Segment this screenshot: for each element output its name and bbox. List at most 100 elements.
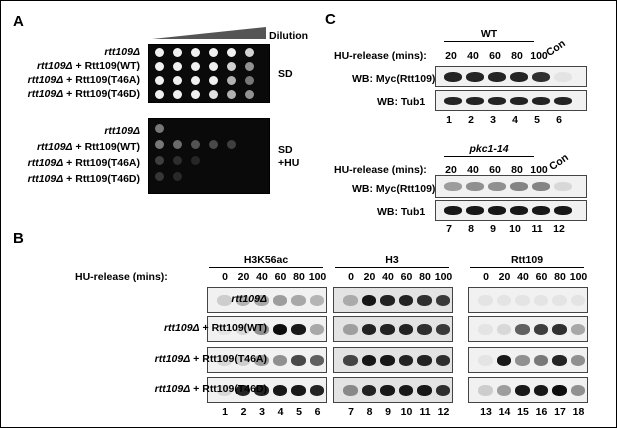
- timepoint-label: 20: [363, 271, 376, 283]
- timepoint-label: 20: [237, 271, 250, 283]
- blot-band: [272, 384, 287, 396]
- blot-band: [552, 354, 567, 366]
- colony-spot: [245, 76, 254, 85]
- timepoint-label: 60: [489, 164, 501, 176]
- blot-band: [254, 323, 269, 335]
- colony-spot: [245, 62, 254, 71]
- blot-band: [217, 323, 232, 335]
- timepoint-label: 60: [535, 271, 548, 283]
- blot-band: [309, 354, 324, 366]
- blot-band: [235, 323, 250, 335]
- c-top-row-myc: WB: Myc(Rtt109): [352, 73, 436, 85]
- blot-band: [532, 182, 550, 191]
- colony-spot: [191, 90, 200, 99]
- lane-number: 6: [314, 406, 321, 418]
- blot-band: [309, 323, 324, 335]
- blot-b-1-2: [333, 347, 453, 373]
- timepoint-label: 60: [489, 50, 501, 62]
- blot-b-1-0: [333, 287, 453, 313]
- blot-band: [235, 294, 250, 306]
- blot-band: [532, 206, 550, 215]
- blot-band: [380, 384, 395, 396]
- lane-number: 12: [553, 223, 565, 235]
- blot-band: [496, 323, 511, 335]
- blot-band: [272, 323, 287, 335]
- blot-band: [488, 206, 506, 215]
- timepoint-label: 100: [569, 271, 588, 283]
- panel-a-letter: A: [13, 13, 24, 30]
- blot-band: [235, 354, 250, 366]
- lane-number: 11: [419, 406, 431, 418]
- timepoint-label: 40: [467, 164, 479, 176]
- strain-label: rtt109Δ + Rtt109(WT): [36, 60, 140, 72]
- colony-spot: [173, 90, 182, 99]
- b-row-label: rtt109Δ + Rtt109(T46A): [154, 353, 267, 365]
- blot-band: [398, 354, 413, 366]
- strain-label: rtt109Δ + Rtt109(T46D): [27, 173, 140, 185]
- lane-number: 8: [366, 406, 373, 418]
- blot-b-0-1: [207, 316, 327, 342]
- blot-b-2-1: [468, 316, 588, 342]
- blot-c-wt-myc: [435, 66, 587, 87]
- lane-number: 4: [512, 114, 518, 126]
- timepoint-label: 80: [419, 271, 431, 283]
- colony-spot: [209, 62, 218, 71]
- c-bottom-row-tub: WB: Tub1: [377, 206, 426, 218]
- blot-band: [488, 71, 506, 82]
- timepoint-label: 20: [498, 271, 511, 283]
- blot-band: [380, 354, 395, 366]
- spot-panel-sd: [148, 44, 270, 103]
- timepoint-label: 100: [308, 271, 327, 283]
- b-row-label: rtt109Δ + Rtt109(WT): [163, 322, 267, 334]
- colony-spot: [191, 76, 200, 85]
- colony-spot: [209, 90, 218, 99]
- colony-spot: [173, 172, 182, 181]
- lane-number: 9: [490, 223, 496, 235]
- blot-band: [444, 206, 462, 215]
- timepoint-label: 40: [517, 271, 529, 283]
- group-title: Rtt109: [510, 254, 544, 266]
- colony-spot: [173, 48, 182, 57]
- blot-band: [444, 96, 462, 105]
- colony-spot: [245, 90, 254, 99]
- group-title: H3K56ac: [243, 254, 289, 266]
- colony-spot: [155, 140, 164, 149]
- blot-band: [217, 354, 232, 366]
- blot-band: [309, 384, 324, 396]
- b-row-label: rtt109Δ + Rtt109(T46D): [154, 383, 267, 395]
- blot-band: [515, 384, 530, 396]
- blot-band: [570, 294, 585, 306]
- blot-b-1-3: [333, 377, 453, 403]
- blot-band: [466, 71, 484, 82]
- strain-label: rtt109Δ + Rtt109(WT): [36, 141, 140, 153]
- wt-title: WT: [480, 28, 498, 40]
- blot-band: [217, 294, 232, 306]
- blot-band: [435, 354, 450, 366]
- blot-band: [533, 294, 548, 306]
- group-title-rule: [209, 267, 323, 268]
- blot-band: [570, 354, 585, 366]
- blot-band: [343, 384, 358, 396]
- colony-spot: [155, 76, 164, 85]
- lane-number: 7: [348, 406, 354, 418]
- c-bottom-row-myc: WB: Myc(Rtt109): [352, 183, 436, 195]
- colony-spot: [173, 76, 182, 85]
- c-bottom-hu-label: HU-release (mins):: [334, 164, 427, 176]
- group-title: H3: [385, 254, 399, 266]
- colony-spot: [191, 62, 200, 71]
- blot-band: [533, 354, 548, 366]
- timepoint-label: 80: [511, 164, 523, 176]
- colony-spot: [191, 48, 200, 57]
- lane-number: 3: [259, 406, 265, 418]
- blot-band: [417, 354, 432, 366]
- blot-band: [272, 294, 287, 306]
- timepoint-label: 20: [445, 164, 457, 176]
- blot-band: [466, 96, 484, 105]
- pkc-title: pkc1-14: [469, 143, 509, 155]
- colony-spot: [209, 140, 218, 149]
- blot-band: [444, 71, 462, 82]
- c-top-hu-label: HU-release (mins):: [334, 50, 427, 62]
- colony-spot: [245, 48, 254, 57]
- colony-spot: [191, 140, 200, 149]
